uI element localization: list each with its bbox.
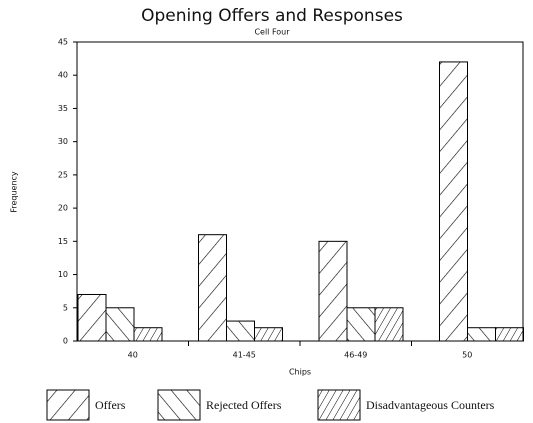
bar [439, 61, 468, 342]
y-tick-label: 25 [58, 170, 68, 179]
bar [495, 327, 524, 342]
legend-label: Disadvantageous Counters [366, 398, 495, 412]
legend-label: Rejected Offers [206, 398, 282, 412]
bar [226, 320, 255, 342]
bar [133, 327, 163, 342]
y-tick-label: 40 [58, 71, 68, 80]
y-tick-label: 20 [58, 204, 68, 213]
y-tick-label: 0 [63, 337, 68, 346]
y-axis-label: Frequency [10, 171, 19, 213]
bar [198, 234, 227, 342]
y-tick-label: 15 [58, 237, 68, 246]
legend-swatch [317, 389, 361, 421]
legend-swatch [157, 389, 201, 421]
bar [254, 327, 283, 342]
y-tick-label: 5 [63, 303, 68, 312]
y-tick-label: 35 [58, 104, 68, 113]
bar [105, 307, 135, 342]
y-tick-label: 30 [58, 137, 68, 146]
bar [374, 307, 404, 342]
chart-subtitle: Cell Four [254, 28, 290, 37]
x-tick-label: 40 [128, 351, 138, 360]
x-axis-label: Chips [289, 368, 311, 377]
x-tick-label: 41-45 [233, 351, 256, 360]
y-tick-label: 45 [58, 38, 68, 47]
bar [318, 240, 348, 342]
y-tick-label: 10 [58, 270, 68, 279]
bar [467, 327, 496, 342]
legend-label: Offers [95, 398, 126, 412]
bar [77, 293, 107, 342]
bar [346, 307, 376, 342]
legend-swatch [46, 389, 90, 421]
x-tick-label: 50 [462, 351, 472, 360]
chart-title: Opening Offers and Responses [141, 6, 403, 26]
x-tick-label: 46-49 [344, 351, 367, 360]
